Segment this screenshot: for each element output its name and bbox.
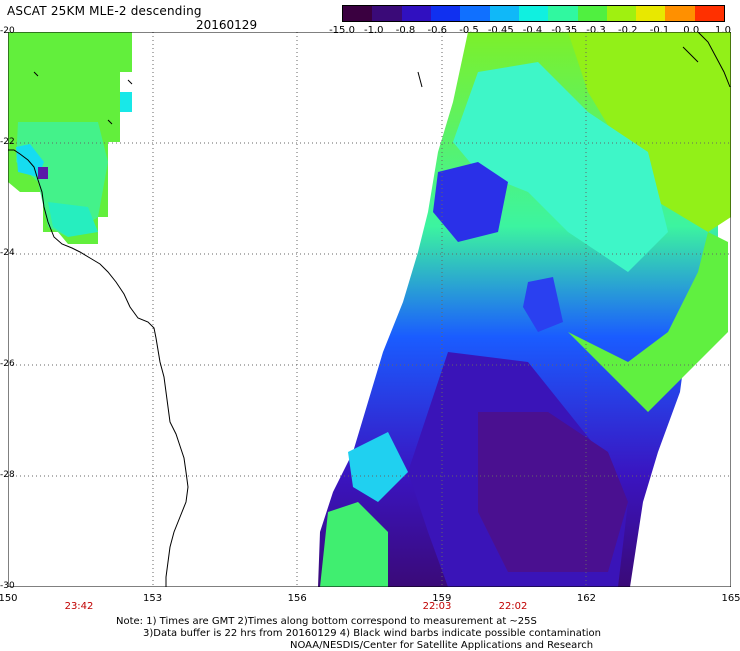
colorbar-swatch xyxy=(694,6,725,21)
coastline xyxy=(8,32,731,587)
colorbar-swatch xyxy=(606,6,637,21)
colorbar-tick-label: -15.0 xyxy=(329,25,355,36)
colorbar-tick-label: -0.35 xyxy=(551,25,578,36)
colorbar-swatch xyxy=(430,6,461,21)
note-line: 3)Data buffer is 22 hrs from 20160129 4)… xyxy=(143,628,601,639)
colorbar xyxy=(342,5,725,22)
latitude-label: -26 xyxy=(0,359,15,369)
colorbar-swatch xyxy=(665,6,695,21)
colorbar-tick-label: -0.6 xyxy=(427,25,448,36)
colorbar-swatch xyxy=(460,6,490,21)
colorbar-tick-label: -0.45 xyxy=(487,25,514,36)
colorbar-swatch xyxy=(577,6,607,21)
latitude-label: -20 xyxy=(0,26,15,36)
longitude-label: 150 xyxy=(0,593,18,604)
longitude-label: 156 xyxy=(287,593,307,604)
note-line: NOAA/NESDIS/Center for Satellite Applica… xyxy=(290,640,594,651)
map-date: 20160129 xyxy=(196,18,258,32)
colorbar-swatch xyxy=(343,6,373,21)
colorbar-swatch xyxy=(636,6,666,21)
latitude-label: -28 xyxy=(0,470,15,480)
colorbar-ticks: -15.0 -1.0 -0.8 -0.6 -0.5 -0.45 -0.4 -0.35 -0.3-… xyxy=(329,25,740,37)
longitude-label: 159 xyxy=(432,593,452,604)
note-line: Note: 1) Times are GMT 2)Times along bot… xyxy=(116,616,537,627)
colorbar-tick-label: -0.3 xyxy=(586,25,606,36)
colorbar-swatch xyxy=(401,6,431,21)
colorbar-tick-label: -1.0 xyxy=(363,25,384,36)
longitude-label: 165 xyxy=(721,593,740,604)
colorbar-tick-label: 1.0 xyxy=(715,25,731,36)
colorbar-tick-label: -0.8 xyxy=(395,25,416,36)
longitude-label: 153 xyxy=(143,593,163,604)
swath-right xyxy=(318,32,731,587)
colorbar-tick-label: -0.5 xyxy=(459,25,479,36)
swath-left xyxy=(8,32,132,244)
colorbar-swatch xyxy=(548,6,578,21)
time-label: 22:03 xyxy=(422,601,452,612)
colorbar-swatch xyxy=(372,6,402,21)
latitude-label: -30 xyxy=(0,581,15,591)
map-title: ASCAT 25KM MLE-2 descending xyxy=(7,4,202,18)
longitude-label: 162 xyxy=(576,593,596,604)
grid xyxy=(8,32,731,587)
colorbar-swatch xyxy=(489,6,519,21)
time-label: 23:42 xyxy=(64,601,94,612)
colorbar-tick-label: -0.1 xyxy=(649,25,670,36)
colorbar-tick-label: -0.4 xyxy=(522,25,543,36)
latitude-label: -22 xyxy=(0,137,15,147)
colorbar-swatch xyxy=(518,6,549,21)
latitude-label: -24 xyxy=(0,248,15,258)
time-label: 22:02 xyxy=(498,601,528,612)
map-plot xyxy=(8,32,731,587)
colorbar-tick-label: -0.2 xyxy=(617,25,638,36)
colorbar-tick-label: 0.0 xyxy=(683,25,700,36)
